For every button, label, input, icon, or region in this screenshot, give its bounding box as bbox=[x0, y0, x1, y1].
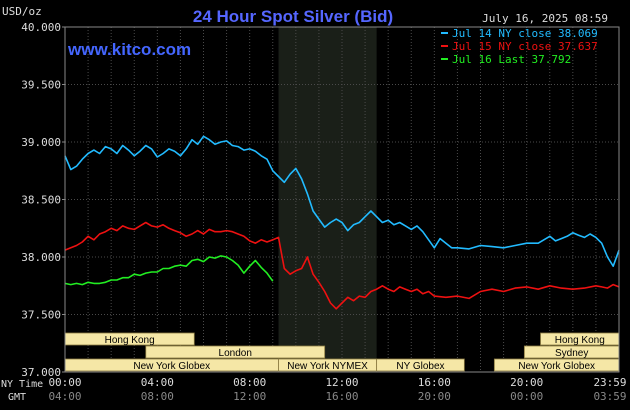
series-line-2 bbox=[64, 221, 620, 310]
x-tick-label-ny: 04:00 bbox=[141, 376, 174, 389]
gmt-axis-label: GMT bbox=[8, 392, 26, 403]
session-label: Hong Kong bbox=[105, 335, 155, 346]
session-bar bbox=[145, 345, 326, 359]
y-axis-label: USD/oz bbox=[2, 5, 42, 18]
series-line-1 bbox=[64, 135, 620, 268]
y-tick-label: 38.500 bbox=[21, 194, 61, 207]
x-tick-label-gmt: 16:00 bbox=[325, 390, 358, 403]
x-tick-label-ny: 23:59 bbox=[593, 376, 626, 389]
x-tick-label-ny: 12:00 bbox=[325, 376, 358, 389]
y-tick-label: 38.000 bbox=[21, 251, 61, 264]
session-label: London bbox=[219, 348, 252, 359]
x-tick-label-gmt: 04:00 bbox=[48, 390, 81, 403]
x-tick-label-ny: 08:00 bbox=[233, 376, 266, 389]
x-tick-label-gmt: 00:00 bbox=[510, 390, 543, 403]
session-label: Hong Kong bbox=[555, 335, 605, 346]
y-tick-label: 39.000 bbox=[21, 136, 61, 149]
y-tick-label: 37.000 bbox=[21, 366, 61, 379]
x-tick-label-ny: 00:00 bbox=[48, 376, 81, 389]
legend-entry: Jul 15 NY close 37.637 bbox=[452, 40, 598, 53]
chart-title: 24 Hour Spot Silver (Bid) bbox=[193, 7, 393, 26]
y-tick-label: 40.000 bbox=[21, 21, 61, 34]
session-label: New York Globex bbox=[518, 361, 595, 372]
x-tick-label-gmt: 12:00 bbox=[233, 390, 266, 403]
y-tick-label: 39.500 bbox=[21, 79, 61, 92]
session-label: Sydney bbox=[555, 348, 588, 359]
watermark: www.kitco.com bbox=[67, 40, 191, 59]
x-tick-label-ny: 20:00 bbox=[510, 376, 543, 389]
session-label: New York Globex bbox=[133, 361, 210, 372]
x-tick-label-gmt: 03:59 bbox=[593, 390, 626, 403]
nymex-session-shade bbox=[278, 27, 377, 372]
x-tick-label-gmt: 20:00 bbox=[418, 390, 451, 403]
ny-time-axis-label: NY Time bbox=[1, 379, 43, 390]
series-line-3 bbox=[64, 255, 274, 286]
session-label: NY Globex bbox=[396, 361, 444, 372]
session-bar bbox=[376, 358, 465, 372]
session-label: New York NYMEX bbox=[287, 361, 368, 372]
legend-entry: Jul 14 NY close 38.069 bbox=[452, 27, 598, 40]
legend-entry: Jul 16 Last 37.792 bbox=[452, 53, 571, 66]
x-tick-label-gmt: 08:00 bbox=[141, 390, 174, 403]
date-label: July 16, 2025 08:59 bbox=[482, 12, 608, 25]
x-tick-label-ny: 16:00 bbox=[418, 376, 451, 389]
y-tick-label: 37.500 bbox=[21, 309, 61, 322]
